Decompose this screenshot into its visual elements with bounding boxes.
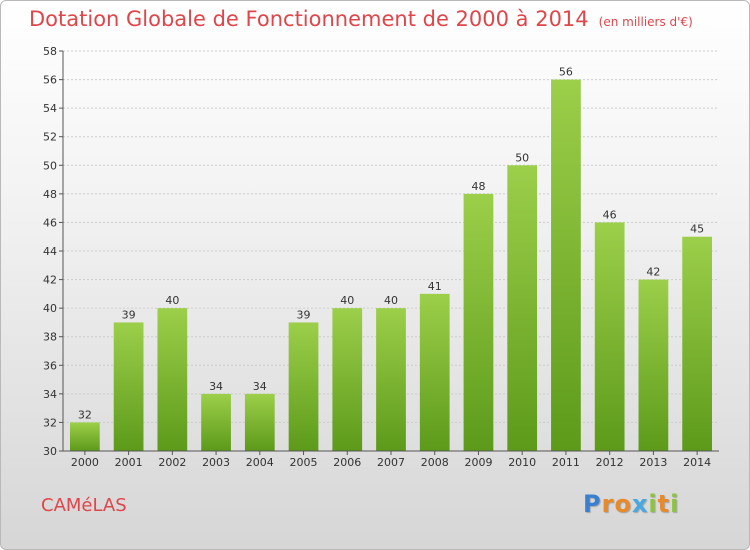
bar: [157, 308, 188, 451]
y-tick-label: 40: [43, 302, 57, 315]
bar: [551, 79, 581, 452]
y-tick-label: 30: [43, 445, 57, 458]
logo-letter: i: [670, 490, 680, 518]
y-tick-label: 36: [43, 359, 57, 372]
bar: [332, 308, 363, 451]
proxiti-logo[interactable]: Proxiti: [583, 490, 679, 518]
y-tick-label: 58: [43, 45, 57, 58]
data-label: 42: [646, 266, 660, 279]
bar: [419, 293, 450, 451]
y-tick-label: 54: [43, 102, 57, 115]
bar: [463, 193, 494, 451]
bar: [288, 322, 319, 451]
y-tick-label: 32: [43, 416, 57, 429]
x-tick-label: 2001: [115, 456, 143, 469]
y-tick-label: 48: [43, 188, 57, 201]
bar: [638, 279, 669, 451]
x-tick-label: 2004: [246, 456, 274, 469]
x-tick-label: 2014: [683, 456, 711, 469]
x-tick-label: 2002: [158, 456, 186, 469]
data-label: 50: [515, 151, 529, 164]
chart-subtitle: (en milliers d'€): [598, 15, 693, 29]
data-label: 34: [209, 380, 223, 393]
commune-name: CAMéLAS: [41, 495, 127, 516]
x-tick-label: 2000: [71, 456, 99, 469]
x-tick-label: 2008: [421, 456, 449, 469]
y-tick-label: 52: [43, 131, 57, 144]
x-tick-label: 2003: [202, 456, 230, 469]
y-tick-label: 42: [43, 274, 57, 287]
y-tick-label: 38: [43, 331, 57, 344]
data-label: 41: [428, 280, 442, 293]
logo-letter: i: [648, 490, 658, 518]
x-tick-label: 2011: [552, 456, 580, 469]
data-label: 56: [559, 66, 573, 79]
y-tick-label: 50: [43, 159, 57, 172]
data-label: 39: [297, 308, 311, 321]
bar: [682, 236, 713, 451]
bar: [201, 393, 231, 451]
data-label: 39: [122, 308, 136, 321]
x-tick-label: 2005: [290, 456, 318, 469]
data-label: 32: [78, 408, 92, 421]
data-label: 40: [384, 294, 398, 307]
data-label: 46: [603, 208, 617, 221]
x-tick-label: 2013: [639, 456, 667, 469]
logo-letter: x: [631, 490, 649, 518]
bar: [69, 422, 100, 451]
x-tick-label: 2010: [508, 456, 536, 469]
y-tick-label: 56: [43, 74, 57, 87]
x-tick-label: 2007: [377, 456, 405, 469]
logo-letter: r: [601, 490, 615, 518]
bars: [69, 79, 713, 452]
logo-letter: t: [657, 490, 671, 518]
chart-title-text: Dotation Globale de Fonctionnement de 20…: [29, 7, 589, 31]
chart-title: Dotation Globale de Fonctionnement de 20…: [29, 7, 693, 31]
bar: [376, 308, 406, 451]
data-label: 34: [253, 380, 267, 393]
data-label: 45: [690, 223, 704, 236]
labels: 30 32 34 36 38 40 42 44 46 48 50 52 54 56 58 2000 32 2001…: [43, 45, 711, 469]
bar: [244, 393, 275, 451]
y-tick-label: 34: [43, 388, 57, 401]
data-label: 48: [471, 180, 485, 193]
x-tick-label: 2009: [464, 456, 492, 469]
logo-letter: o: [614, 490, 632, 518]
y-tick-label: 46: [43, 216, 57, 229]
axes: [59, 50, 719, 455]
logo-letter: P: [583, 490, 602, 518]
bar: [507, 165, 538, 452]
x-tick-label: 2012: [596, 456, 624, 469]
data-label: 40: [165, 294, 179, 307]
data-label: 40: [340, 294, 354, 307]
bar: [594, 222, 625, 451]
bar: [113, 322, 144, 451]
y-tick-label: 44: [43, 245, 57, 258]
x-tick-label: 2006: [333, 456, 361, 469]
